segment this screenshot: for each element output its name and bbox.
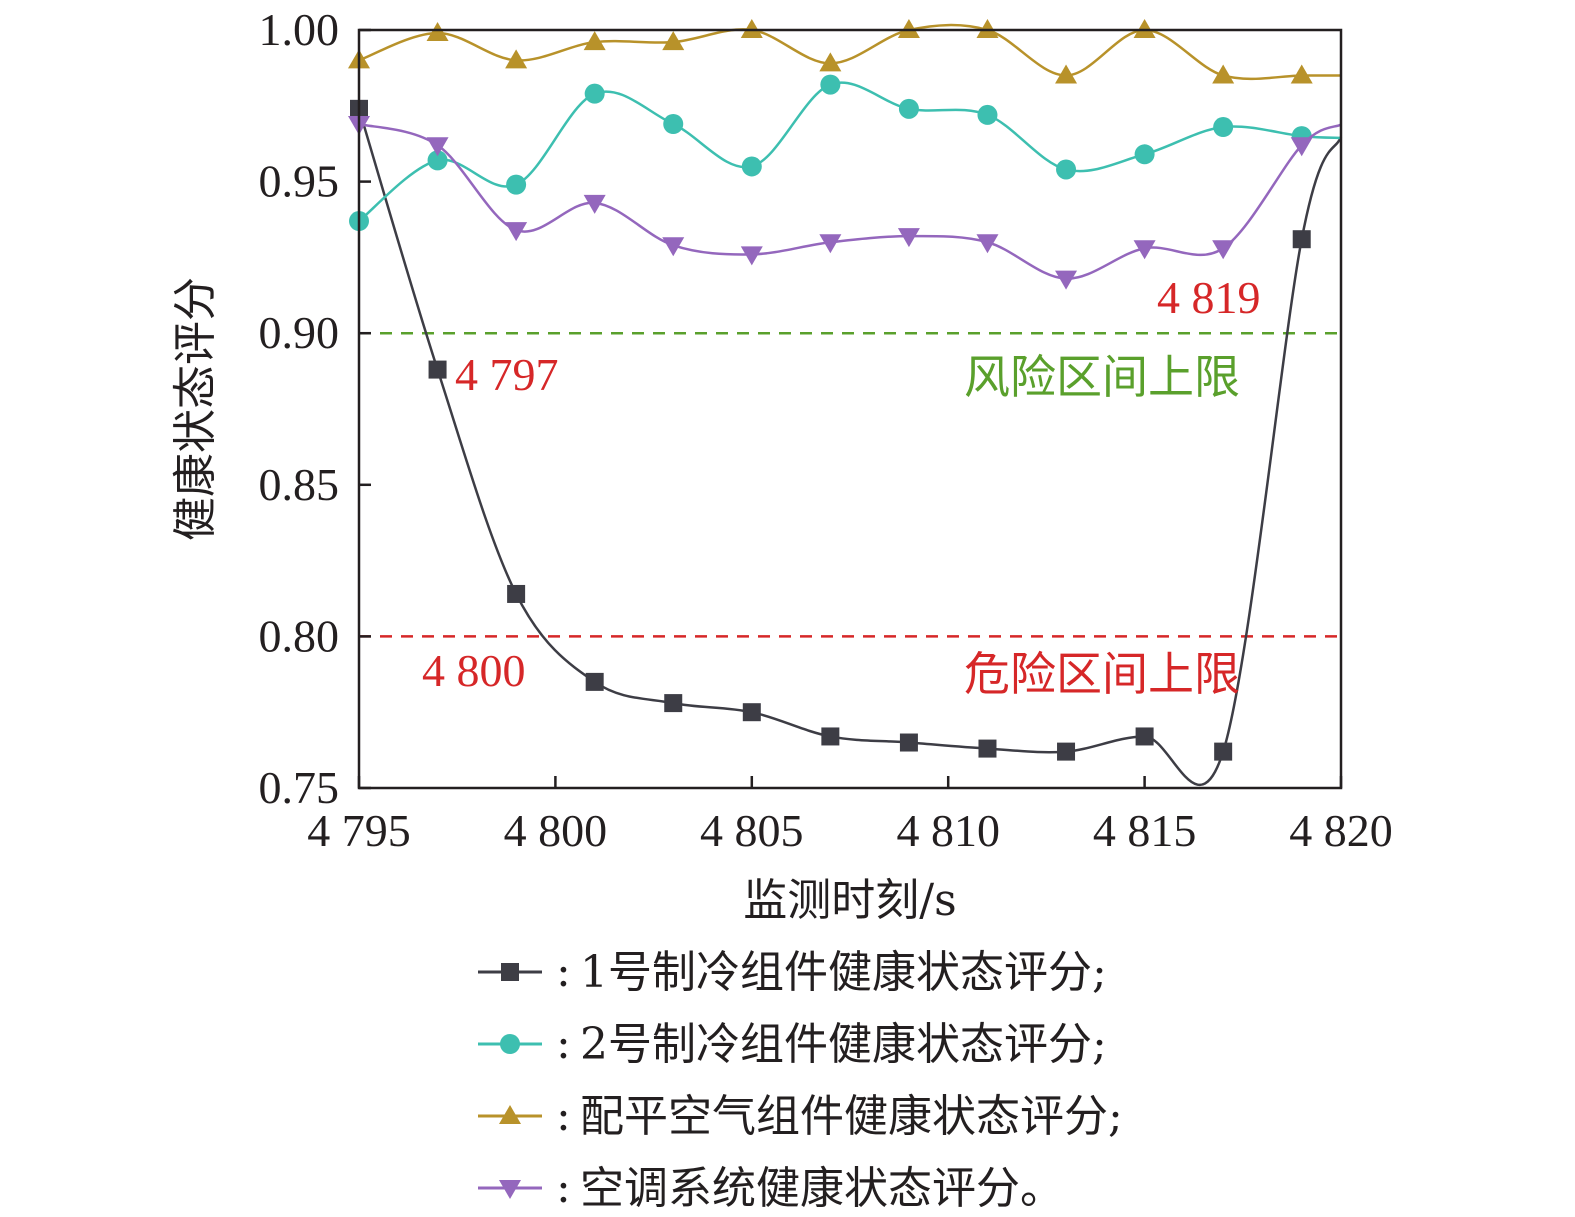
- annotation-4800: 4 800: [422, 645, 526, 696]
- legend-marker: [501, 963, 519, 981]
- data-point: [428, 360, 447, 379]
- legend-entry-4: : 空调系统健康状态评分。: [478, 1162, 1064, 1214]
- data-point: [1212, 240, 1235, 260]
- data-point: [662, 237, 685, 257]
- series-3: [348, 19, 1341, 84]
- legend-colon: :: [556, 1162, 571, 1213]
- series-line: [357, 108, 1343, 786]
- legend-label: 空调系统健康状态评分。: [580, 1163, 1064, 1214]
- danger-zone-label: 危险区间上限: [964, 647, 1240, 701]
- x-tick-label: 4 810: [896, 805, 1000, 856]
- data-point: [427, 150, 448, 171]
- data-point: [507, 584, 526, 603]
- data-point: [1292, 230, 1311, 249]
- data-point: [1213, 117, 1234, 138]
- y-tick-label: 0.85: [259, 459, 340, 510]
- x-tick-label: 4 820: [1289, 805, 1393, 856]
- data-point: [1212, 64, 1235, 84]
- data-point: [977, 104, 998, 125]
- legend-colon: :: [556, 946, 571, 997]
- series-layer: [348, 19, 1343, 786]
- legend-label: 1号制冷组件健康状态评分;: [580, 947, 1107, 998]
- data-point: [819, 52, 842, 72]
- threshold-lines: [359, 331, 1341, 638]
- data-point: [1290, 137, 1313, 157]
- data-point: [426, 22, 449, 42]
- annotation-4797: 4 797: [455, 349, 559, 400]
- data-point: [583, 31, 606, 51]
- data-point: [897, 228, 920, 248]
- x-tick-label: 4 815: [1093, 805, 1197, 856]
- data-point: [664, 694, 683, 713]
- data-point: [584, 83, 605, 104]
- legend: :1号制冷组件健康状态评分;: 2号制冷组件健康状态评分;: 配平空气组件健康状态评…: [478, 946, 1123, 1214]
- data-point: [585, 672, 604, 691]
- data-point: [976, 234, 999, 254]
- data-point: [1133, 240, 1156, 260]
- data-point: [819, 234, 842, 254]
- data-point: [663, 113, 684, 134]
- data-point: [1057, 742, 1076, 761]
- series-line: [358, 122, 1342, 280]
- legend-marker: [499, 1105, 521, 1124]
- data-point: [1135, 727, 1154, 746]
- data-point: [1290, 64, 1313, 84]
- x-tick-label: 4 795: [307, 805, 411, 856]
- series-2: [349, 74, 1342, 232]
- data-point: [740, 246, 763, 266]
- data-point: [741, 156, 762, 177]
- data-point: [740, 19, 763, 38]
- axis-ticks: 4 795 4 800 4 805 4 810 4 815 4 820 0.75 0.80 0.…: [259, 4, 1393, 856]
- y-axis-title: 健康状态评分: [170, 277, 221, 541]
- y-tick-label: 1.00: [259, 4, 340, 55]
- plot-frame: [357, 28, 1343, 790]
- data-point: [976, 19, 999, 38]
- data-point: [820, 74, 841, 95]
- data-point: [1134, 144, 1155, 165]
- data-point: [1214, 742, 1233, 761]
- data-point: [1133, 19, 1156, 38]
- data-point: [1055, 64, 1078, 84]
- data-point: [742, 703, 761, 722]
- data-point: [505, 49, 528, 69]
- data-point: [1056, 159, 1077, 180]
- y-tick-label: 0.75: [259, 762, 340, 813]
- series-1: [350, 99, 1343, 786]
- legend-entry-2: :2号制冷组件健康状态评分;: [478, 1018, 1107, 1070]
- series-line: [358, 23, 1341, 81]
- series-4: [348, 115, 1342, 290]
- x-tick-label: 4 805: [700, 805, 804, 856]
- data-point: [505, 222, 528, 242]
- legend-colon: :: [556, 1018, 571, 1069]
- legend-marker: [500, 1034, 520, 1054]
- legend-label: 2号制冷组件健康状态评分;: [580, 1019, 1107, 1070]
- data-point: [899, 733, 918, 752]
- legend-marker: [499, 1180, 521, 1199]
- legend-entry-1: :1号制冷组件健康状态评分;: [478, 946, 1107, 998]
- x-tick-label: 4 800: [504, 805, 608, 856]
- data-point: [583, 194, 606, 214]
- data-point: [506, 174, 527, 195]
- data-point: [821, 727, 840, 746]
- x-axis-title: 监测时刻/s: [743, 875, 956, 926]
- data-point: [1055, 270, 1078, 290]
- y-tick-label: 0.90: [259, 307, 340, 358]
- y-tick-label: 0.80: [259, 610, 340, 661]
- data-point: [897, 19, 920, 38]
- data-point: [898, 98, 919, 119]
- legend-colon: :: [556, 1090, 571, 1141]
- series-line: [358, 81, 1342, 223]
- data-point: [978, 739, 997, 758]
- y-tick-label: 0.95: [259, 156, 340, 207]
- data-point: [426, 137, 449, 157]
- legend-label: 配平空气组件健康状态评分;: [580, 1091, 1123, 1142]
- data-point: [662, 31, 685, 51]
- risk-zone-label: 风险区间上限: [964, 350, 1240, 404]
- annotation-4819: 4 819: [1157, 272, 1261, 323]
- legend-entry-3: : 配平空气组件健康状态评分;: [478, 1090, 1123, 1142]
